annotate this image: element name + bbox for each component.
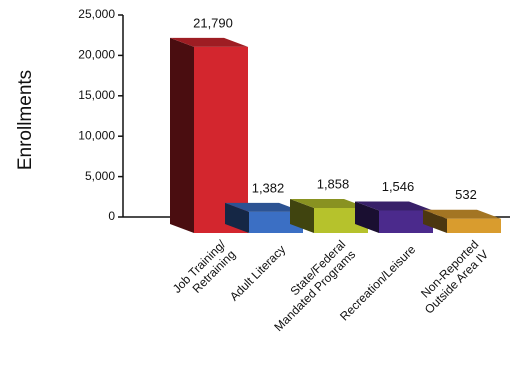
bar-side <box>355 201 379 233</box>
bar <box>225 202 303 233</box>
y-tick-label: 25,000 <box>78 7 115 21</box>
y-axis-label: Enrollments <box>15 70 36 170</box>
value-label: 1,858 <box>317 176 350 191</box>
bar-top <box>423 209 501 219</box>
bar-side <box>290 198 314 233</box>
bar-front <box>249 211 303 233</box>
bar-top <box>225 202 303 212</box>
value-label: 1,382 <box>252 180 285 195</box>
bar-front <box>194 46 248 233</box>
y-tick-label: 5,000 <box>85 169 115 183</box>
bar-top <box>290 198 368 208</box>
bar-side <box>170 37 194 234</box>
y-tick-label: 15,000 <box>78 88 115 102</box>
bar <box>170 37 248 234</box>
bar-front <box>447 218 501 233</box>
y-tick-label: 10,000 <box>78 128 115 142</box>
bar <box>355 201 433 233</box>
y-tick-label: 20,000 <box>78 48 115 62</box>
bar-top <box>170 37 248 47</box>
bar-side <box>225 202 249 233</box>
value-label: 1,546 <box>382 179 415 194</box>
bar-side <box>423 209 447 233</box>
y-tick-label: 0 <box>108 209 115 223</box>
bar <box>423 209 501 233</box>
value-label: 21,790 <box>193 15 233 30</box>
bar-top <box>355 201 433 211</box>
value-label: 532 <box>455 187 477 202</box>
bar-front <box>379 210 433 233</box>
x-tick-label: Adult Literacy <box>227 242 288 303</box>
x-tick-label-line: Adult Literacy <box>227 242 288 303</box>
x-tick-label: Non-ReportedOutside Area IV <box>412 238 491 317</box>
